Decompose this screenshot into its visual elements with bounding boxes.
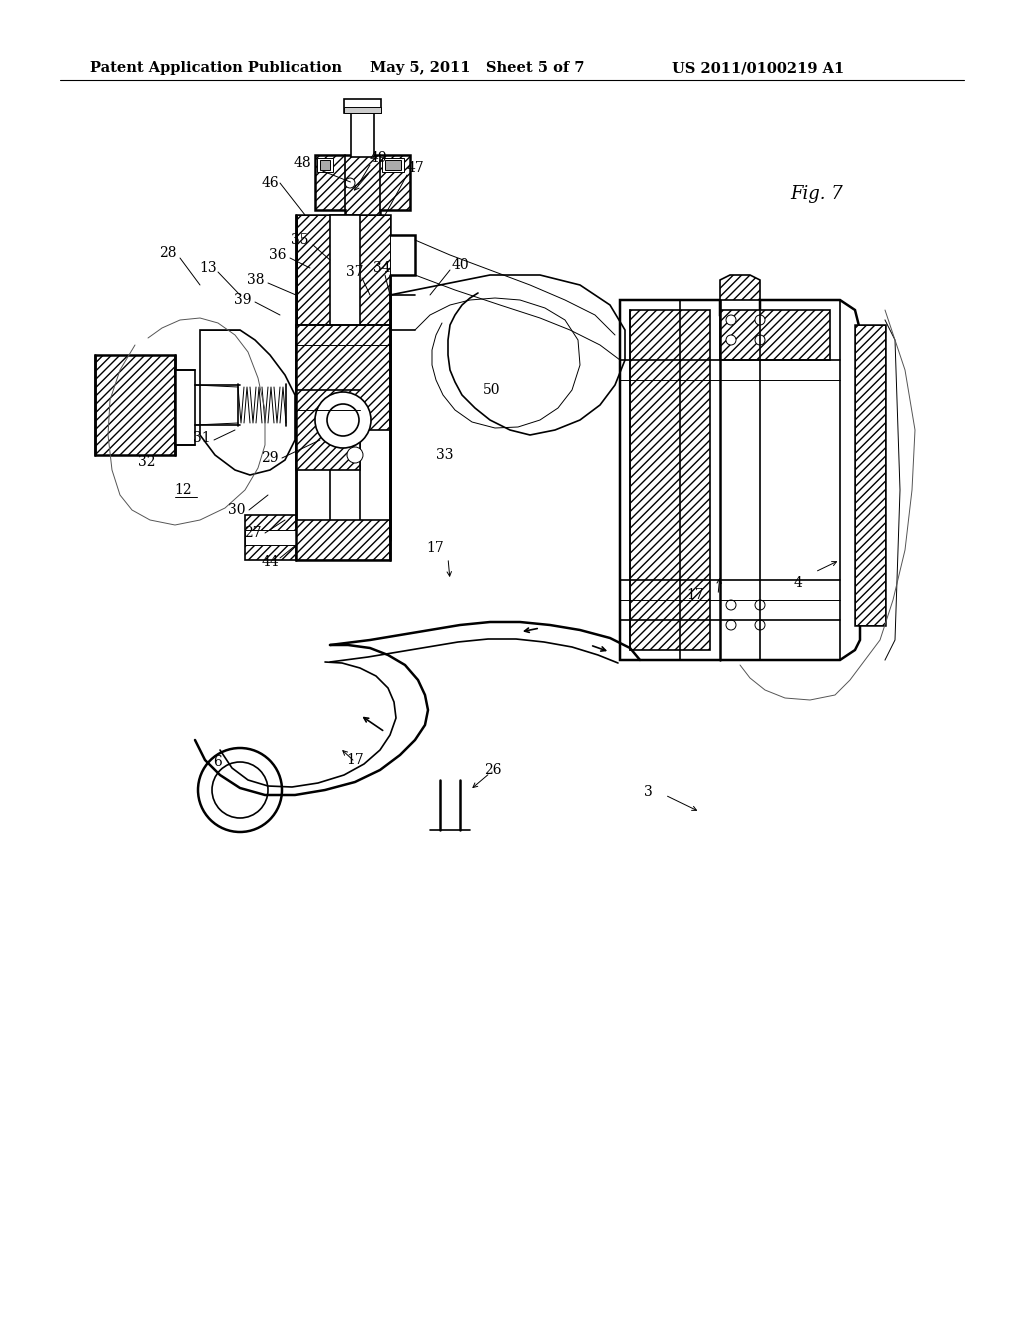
Bar (855, 325, 885, 624)
Circle shape (327, 404, 359, 436)
Circle shape (347, 447, 362, 463)
Text: 50: 50 (483, 383, 501, 397)
Text: 39: 39 (234, 293, 252, 308)
Text: 49: 49 (370, 150, 387, 165)
Circle shape (755, 620, 765, 630)
Text: 30: 30 (228, 503, 246, 517)
Text: 3: 3 (644, 785, 652, 799)
Circle shape (726, 601, 736, 610)
Text: 6: 6 (214, 755, 222, 770)
Circle shape (755, 601, 765, 610)
Circle shape (345, 178, 355, 187)
Circle shape (297, 546, 307, 557)
Circle shape (726, 620, 736, 630)
Text: 4: 4 (794, 576, 803, 590)
Bar (382, 158, 404, 172)
Circle shape (212, 762, 268, 818)
Circle shape (315, 392, 371, 447)
Polygon shape (95, 355, 185, 455)
Bar (720, 310, 830, 360)
Text: 27: 27 (244, 525, 262, 540)
Text: 35: 35 (291, 234, 309, 247)
Text: 12: 12 (174, 483, 191, 498)
Polygon shape (315, 154, 410, 246)
Text: 44: 44 (261, 554, 279, 569)
Polygon shape (296, 325, 390, 470)
Bar (319, 160, 330, 170)
Text: 26: 26 (484, 763, 502, 777)
Bar (344, 99, 381, 114)
Bar (330, 215, 360, 545)
Circle shape (755, 335, 765, 345)
Bar (297, 215, 390, 325)
Bar (317, 158, 333, 172)
Bar (175, 370, 195, 445)
Bar (630, 310, 710, 649)
Bar (385, 160, 401, 170)
Circle shape (726, 335, 736, 345)
Text: 47: 47 (407, 161, 424, 176)
Bar (855, 325, 885, 624)
Polygon shape (296, 520, 390, 560)
Text: Fig. 7: Fig. 7 (790, 185, 843, 203)
Text: 13: 13 (200, 261, 217, 275)
Text: 33: 33 (436, 447, 454, 462)
Text: 46: 46 (261, 176, 279, 190)
Text: Patent Application Publication: Patent Application Publication (90, 61, 342, 75)
Polygon shape (720, 275, 760, 300)
Text: May 5, 2011   Sheet 5 of 7: May 5, 2011 Sheet 5 of 7 (370, 61, 585, 75)
Polygon shape (200, 330, 295, 475)
Text: 48: 48 (293, 156, 311, 170)
Circle shape (325, 546, 335, 557)
Text: 28: 28 (160, 246, 177, 260)
Text: 34: 34 (373, 261, 391, 275)
Text: 17: 17 (426, 541, 443, 554)
Text: 37: 37 (346, 265, 364, 279)
Text: 17: 17 (346, 752, 364, 767)
Text: US 2011/0100219 A1: US 2011/0100219 A1 (672, 61, 844, 75)
Circle shape (297, 533, 307, 543)
Text: 40: 40 (452, 257, 469, 272)
Circle shape (198, 748, 282, 832)
Circle shape (755, 315, 765, 325)
Text: 31: 31 (194, 432, 211, 445)
Text: 17: 17 (686, 587, 703, 602)
Circle shape (325, 533, 335, 543)
Polygon shape (245, 515, 296, 560)
Bar (245, 531, 296, 545)
Bar (344, 107, 381, 114)
Polygon shape (620, 300, 860, 660)
Text: 36: 36 (269, 248, 287, 261)
Circle shape (726, 315, 736, 325)
Text: 29: 29 (261, 451, 279, 465)
Text: 38: 38 (247, 273, 265, 286)
Bar (351, 110, 374, 157)
Text: 32: 32 (138, 455, 156, 469)
Polygon shape (296, 215, 415, 560)
